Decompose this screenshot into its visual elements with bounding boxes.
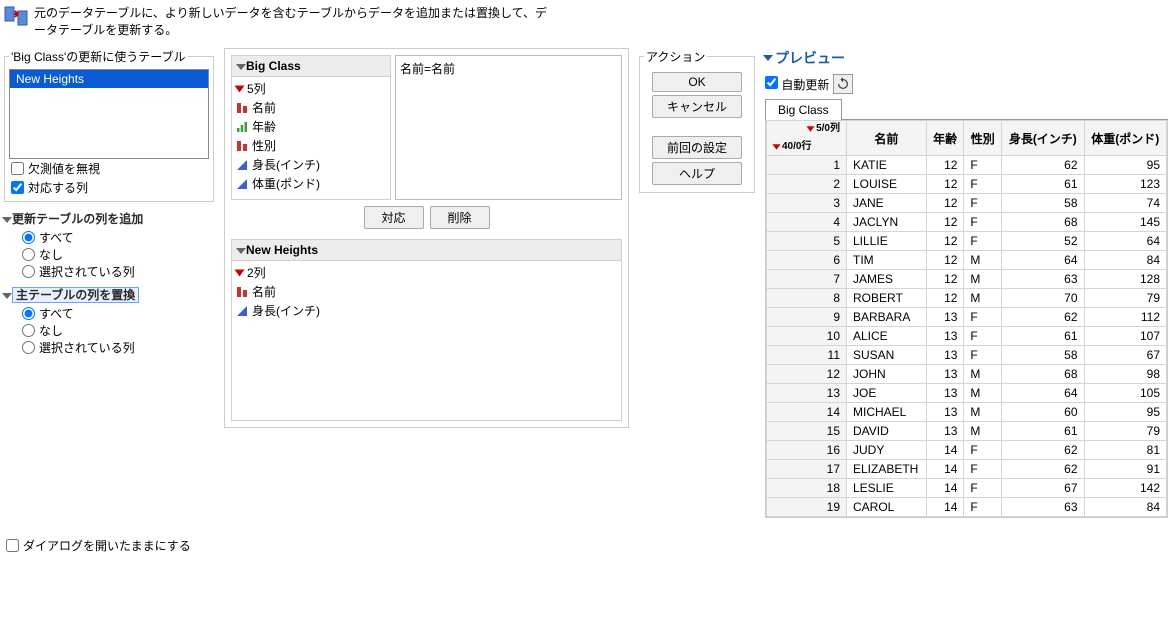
- column-header[interactable]: 年齢: [926, 121, 964, 156]
- table-row[interactable]: 18LESLIE14F67142: [767, 479, 1167, 498]
- source-table-list[interactable]: New Heights: [9, 69, 209, 159]
- table-row[interactable]: 15DAVID13M6179: [767, 422, 1167, 441]
- help-button[interactable]: ヘルプ: [652, 162, 742, 185]
- replace-selected-radio[interactable]: 選択されている列: [4, 339, 214, 356]
- column-item[interactable]: 性別: [236, 136, 386, 155]
- table-row[interactable]: 14MICHAEL13M6095: [767, 403, 1167, 422]
- table-row[interactable]: 9BARBARA13F62112: [767, 308, 1167, 327]
- add-cols-header[interactable]: 更新テーブルの列を追加: [4, 208, 214, 229]
- match-button[interactable]: 対応: [364, 206, 424, 229]
- match-expression-box[interactable]: 名前=名前: [395, 55, 622, 200]
- ok-button[interactable]: OK: [652, 72, 742, 92]
- column-item[interactable]: 身長(インチ): [236, 301, 617, 320]
- dropdown-icon[interactable]: [773, 144, 781, 150]
- description-text: 元のデータテーブルに、より新しいデータを含むテーブルからデータを追加または置換し…: [34, 4, 554, 38]
- delete-button[interactable]: 削除: [430, 206, 490, 229]
- preview-header[interactable]: プレビュー: [765, 48, 1168, 70]
- action-legend: アクション: [644, 48, 707, 65]
- source-table-fieldset: 'Big Class'の更新に使うテーブル New Heights 欠測値を無視…: [4, 48, 214, 202]
- add-selected-radio[interactable]: 選択されている列: [4, 263, 214, 280]
- action-fieldset: アクション OK キャンセル 前回の設定 ヘルプ: [639, 48, 755, 193]
- description-row: 元のデータテーブルに、より新しいデータを含むテーブルからデータを追加または置換し…: [4, 4, 1168, 38]
- replace-cols-header[interactable]: 主テーブルの列を置換: [4, 284, 214, 305]
- keep-open-checkbox[interactable]: ダイアログを開いたままにする: [4, 536, 1168, 555]
- table-row[interactable]: 17ELIZABETH14F6291: [767, 460, 1167, 479]
- column-item[interactable]: 体重(ポンド): [236, 174, 386, 193]
- table-row[interactable]: 2LOUISE12F61123: [767, 175, 1167, 194]
- preview-table: 5/0列 40/0行 名前年齢性別身長(インチ)体重(ポンド) 1KATIE12…: [766, 120, 1167, 517]
- column-item[interactable]: 名前: [236, 98, 386, 117]
- column-header[interactable]: 体重(ポンド): [1084, 121, 1166, 156]
- table-row[interactable]: 3JANE12F5874: [767, 194, 1167, 213]
- column-header[interactable]: 名前: [847, 121, 927, 156]
- refresh-icon: [836, 77, 850, 91]
- preview-tabs: Big Class: [765, 98, 1168, 120]
- table-row[interactable]: 10ALICE13F61107: [767, 327, 1167, 346]
- table-row[interactable]: 5LILLIE12F5264: [767, 232, 1167, 251]
- table-row[interactable]: 16JUDY14F6281: [767, 441, 1167, 460]
- replace-none-radio[interactable]: なし: [4, 322, 214, 339]
- source-table-legend: 'Big Class'の更新に使うテーブル: [9, 48, 188, 65]
- dropdown-icon[interactable]: [235, 269, 245, 276]
- match-columns-checkbox[interactable]: 対応する列: [9, 178, 209, 197]
- table-row[interactable]: 12JOHN13M6898: [767, 365, 1167, 384]
- auto-update-checkbox[interactable]: 自動更新: [765, 76, 829, 93]
- update-table-icon: [4, 4, 28, 28]
- refresh-button[interactable]: [833, 74, 853, 94]
- table-row[interactable]: 7JAMES12M63128: [767, 270, 1167, 289]
- table-row[interactable]: 11SUSAN13F5867: [767, 346, 1167, 365]
- new-heights-title: New Heights: [231, 239, 622, 261]
- tab-big-class[interactable]: Big Class: [765, 99, 842, 120]
- table-row[interactable]: 13JOE13M64105: [767, 384, 1167, 403]
- new-heights-columns: 2列 名前身長(インチ): [231, 261, 622, 421]
- table-row[interactable]: 1KATIE12F6295: [767, 156, 1167, 175]
- column-header[interactable]: 身長(インチ): [1002, 121, 1084, 156]
- dropdown-icon[interactable]: [807, 126, 815, 132]
- column-item[interactable]: 年齢: [236, 117, 386, 136]
- table-row[interactable]: 4JACLYN12F68145: [767, 213, 1167, 232]
- add-none-radio[interactable]: なし: [4, 246, 214, 263]
- dropdown-icon[interactable]: [235, 85, 245, 92]
- big-class-columns: 5列 名前年齢性別身長(インチ)体重(ポンド): [231, 77, 391, 200]
- list-item[interactable]: New Heights: [10, 70, 208, 88]
- table-row[interactable]: 19CAROL14F6384: [767, 498, 1167, 517]
- column-item[interactable]: 身長(インチ): [236, 155, 386, 174]
- cancel-button[interactable]: キャンセル: [652, 95, 742, 118]
- column-header[interactable]: 性別: [964, 121, 1002, 156]
- table-row[interactable]: 6TIM12M6484: [767, 251, 1167, 270]
- column-item[interactable]: 名前: [236, 282, 617, 301]
- add-all-radio[interactable]: すべて: [4, 229, 214, 246]
- ignore-missing-checkbox[interactable]: 欠測値を無視: [9, 159, 209, 178]
- recall-button[interactable]: 前回の設定: [652, 136, 742, 159]
- big-class-title: Big Class: [231, 55, 391, 77]
- table-row[interactable]: 8ROBERT12M7079: [767, 289, 1167, 308]
- replace-all-radio[interactable]: すべて: [4, 305, 214, 322]
